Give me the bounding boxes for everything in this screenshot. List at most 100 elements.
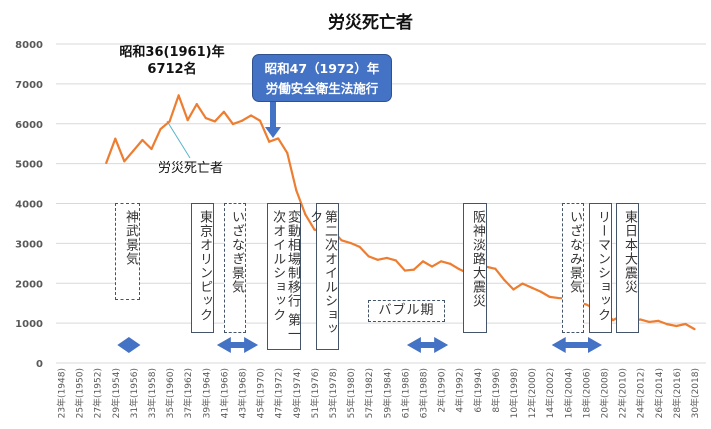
data-point-1965 bbox=[213, 120, 216, 123]
data-point-1954 bbox=[114, 137, 117, 140]
data-point-2018 bbox=[693, 328, 696, 331]
data-point-1976 bbox=[313, 228, 316, 231]
data-point-1989 bbox=[430, 265, 434, 268]
data-point-1986 bbox=[403, 269, 406, 272]
chart-title: 労災死亡者 bbox=[328, 13, 413, 33]
callout-arrow bbox=[265, 102, 281, 138]
x-tick-label: 45年(1970) bbox=[255, 368, 267, 418]
peak-annotation-value: 6712名 bbox=[147, 62, 197, 77]
y-tick-label: 2000 bbox=[15, 279, 43, 290]
x-tick-label: 61年(1986) bbox=[399, 368, 411, 418]
data-point-1975 bbox=[304, 213, 307, 216]
data-point-1983 bbox=[376, 258, 379, 261]
x-tick-label: 55年(1980) bbox=[345, 368, 357, 418]
x-tick-label: 47年(1972) bbox=[273, 368, 285, 418]
y-tick-label: 5000 bbox=[15, 160, 43, 171]
x-tick-label: 37年(1962) bbox=[182, 368, 194, 418]
x-tick-label: 41年(1966) bbox=[218, 368, 230, 418]
y-tick-label: 8000 bbox=[15, 40, 43, 51]
event-second-oil-shock: 第二次オイルショック bbox=[307, 203, 339, 350]
data-point-1981 bbox=[358, 245, 361, 248]
data-point-2013 bbox=[648, 320, 651, 324]
data-point-1973 bbox=[286, 151, 289, 154]
y-tick-label: 3000 bbox=[15, 239, 43, 250]
x-tick-label: 29年(1954) bbox=[110, 368, 122, 418]
event-oil-shock-1: 変動相場制移行 第一次オイルショック bbox=[267, 203, 301, 350]
x-tick-label: 24年(2012) bbox=[635, 368, 647, 418]
data-point-1984 bbox=[385, 256, 388, 260]
data-point-1997 bbox=[503, 279, 506, 282]
data-point-2016 bbox=[675, 324, 678, 328]
data-point-2000 bbox=[530, 286, 533, 289]
gridlines bbox=[56, 43, 706, 364]
y-axis-ticks: 0 1000 2000 3000 4000 5000 6000 7000 8000 bbox=[15, 40, 43, 370]
y-tick-label: 4000 bbox=[15, 200, 43, 211]
x-tick-label: 10年(1998) bbox=[508, 368, 520, 418]
event-izanagi-boom: いざなぎ景気 bbox=[224, 203, 246, 333]
data-point-2001 bbox=[539, 290, 542, 293]
x-tick-label: 28年(2016) bbox=[671, 368, 683, 418]
data-point-1982 bbox=[367, 255, 370, 258]
data-point-2009 bbox=[611, 319, 615, 322]
data-point-1968 bbox=[240, 119, 244, 122]
x-tick-label: 16年(2004) bbox=[562, 368, 574, 418]
peak-annotation-year: 昭和36(1961)年 bbox=[119, 45, 225, 60]
data-point-1971 bbox=[268, 140, 271, 143]
x-tick-label: 12年(2000) bbox=[526, 368, 538, 418]
data-point-1970 bbox=[259, 119, 262, 122]
data-point-2002 bbox=[548, 295, 551, 298]
y-tick-label: 0 bbox=[36, 359, 43, 370]
data-point-1962 bbox=[186, 118, 189, 122]
data-point-1960 bbox=[168, 120, 171, 123]
data-point-1967 bbox=[231, 122, 235, 126]
callout-line1: 昭和47（1972）年 bbox=[264, 61, 380, 76]
y-tick-label: 6000 bbox=[15, 120, 43, 131]
x-tick-label: 25年(1950) bbox=[74, 368, 86, 418]
x-tick-label: 59年(1984) bbox=[381, 368, 393, 418]
data-point-1979 bbox=[340, 239, 343, 242]
data-point-1964 bbox=[204, 116, 207, 120]
data-point-1987 bbox=[412, 268, 416, 271]
data-point-1988 bbox=[421, 260, 425, 263]
data-point-1985 bbox=[394, 259, 397, 262]
data-point-2015 bbox=[666, 323, 669, 326]
x-tick-label: 2年(1990) bbox=[436, 368, 448, 413]
x-tick-label: 31年(1956) bbox=[128, 368, 140, 418]
x-tick-label: 49年(1974) bbox=[291, 368, 303, 418]
event-east-japan-earthquake: 東日本大震災 bbox=[616, 203, 639, 333]
data-point-2012 bbox=[639, 318, 642, 321]
x-tick-label: 57年(1982) bbox=[363, 368, 375, 418]
series-label: 労災死亡者 bbox=[158, 161, 224, 176]
data-point-1966 bbox=[222, 110, 225, 113]
x-tick-label: 4年(1992) bbox=[454, 368, 466, 413]
x-tick-label: 27年(1952) bbox=[92, 368, 104, 418]
event-tokyo-olympics: 東京オリンピック bbox=[191, 203, 214, 333]
data-point-1959 bbox=[159, 127, 162, 131]
x-tick-label: 23年(1948) bbox=[56, 368, 68, 418]
x-tick-label: 22年(2010) bbox=[617, 368, 629, 418]
x-tick-label: 18年(2006) bbox=[580, 368, 592, 418]
data-point-2003 bbox=[557, 296, 560, 300]
data-point-1972 bbox=[277, 137, 280, 140]
period-arrow-bubble bbox=[406, 337, 449, 353]
callout-line2: 労働安全衛生法施行 bbox=[265, 81, 379, 96]
event-floating-rate: 変動相場制移行 bbox=[285, 210, 300, 308]
x-tick-label: 30年(2018) bbox=[689, 368, 701, 418]
data-point-1998 bbox=[512, 288, 515, 291]
period-arrows bbox=[117, 337, 602, 353]
data-point-1957 bbox=[141, 138, 144, 142]
event-jinmu-boom: 神武景気 bbox=[115, 203, 140, 300]
data-point-2017 bbox=[684, 322, 687, 326]
x-tick-label: 8年(1996) bbox=[490, 368, 502, 413]
data-point-2006 bbox=[584, 303, 588, 306]
data-point-1956 bbox=[132, 149, 135, 152]
y-tick-label: 7000 bbox=[15, 80, 43, 91]
x-tick-label: 20年(2008) bbox=[599, 368, 611, 418]
peak-annotation: 昭和36(1961)年 6712名 bbox=[112, 44, 232, 78]
event-bubble: バブル期 bbox=[368, 300, 445, 322]
data-point-1992 bbox=[458, 268, 461, 271]
x-tick-label: 14年(2002) bbox=[544, 368, 556, 418]
data-point-1999 bbox=[521, 282, 524, 285]
x-tick-label: 33年(1958) bbox=[146, 368, 158, 418]
y-tick-label: 1000 bbox=[15, 319, 43, 330]
